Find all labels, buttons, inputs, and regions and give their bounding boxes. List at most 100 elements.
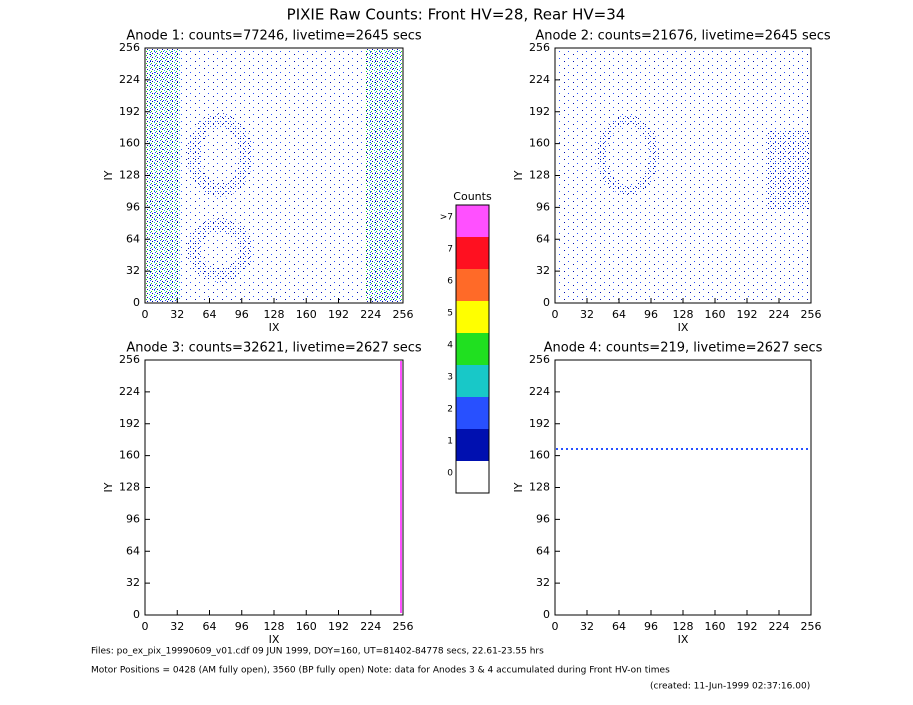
x-tick-label: 192: [737, 620, 758, 633]
plot-frame: [554, 359, 812, 616]
x-tick-label: 224: [360, 620, 381, 633]
colorbar-cell: [456, 397, 489, 429]
x-tick-label: 32: [170, 308, 184, 321]
x-tick-label: 192: [328, 308, 349, 321]
y-tick-label: 256: [119, 41, 140, 54]
y-tick-label: 0: [133, 608, 140, 621]
panel-texture: [146, 49, 810, 613]
y-axis-label: IY: [512, 482, 525, 492]
x-tick-label: 64: [203, 620, 217, 633]
colorbar-label: >7: [440, 213, 453, 223]
x-tick-label: 160: [296, 620, 317, 633]
footer-line: Files: po_ex_pix_19990609_v01.cdf 09 JUN…: [91, 647, 544, 657]
panel-title: Anode 1: counts=77246, livetime=2645 sec…: [126, 29, 422, 44]
x-axis-label: IX: [678, 633, 689, 646]
x-tick-label: 32: [580, 308, 594, 321]
y-tick-label: 0: [543, 608, 550, 621]
y-axis-label: IY: [102, 170, 115, 180]
y-tick-label: 96: [536, 200, 550, 213]
y-tick-label: 32: [126, 264, 140, 277]
colorbar-label: 4: [447, 341, 453, 351]
y-tick-label: 32: [536, 264, 550, 277]
y-tick-label: 256: [119, 353, 140, 366]
y-axis-label: IY: [512, 170, 525, 180]
x-tick-label: 32: [580, 620, 594, 633]
y-tick-label: 224: [529, 73, 550, 86]
y-tick-label: 192: [529, 105, 550, 118]
y-tick-label: 160: [119, 137, 140, 150]
x-tick-label: 64: [612, 308, 626, 321]
x-tick-label: 0: [552, 308, 559, 321]
y-tick-label: 256: [529, 41, 550, 54]
y-tick-label: 64: [126, 232, 140, 245]
x-tick-label: 64: [612, 620, 626, 633]
y-tick-label: 160: [119, 449, 140, 462]
y-tick-label: 224: [119, 73, 140, 86]
colorbar-label: 1: [447, 437, 453, 447]
colorbar-label: 3: [447, 373, 453, 383]
x-tick-label: 128: [673, 308, 694, 321]
y-tick-label: 128: [529, 169, 550, 182]
x-tick-label: 96: [235, 308, 249, 321]
x-tick-label: 96: [644, 620, 658, 633]
y-tick-label: 128: [119, 169, 140, 182]
y-tick-label: 64: [126, 544, 140, 557]
x-tick-label: 128: [264, 308, 285, 321]
x-tick-label: 0: [142, 620, 149, 633]
panel-title: Anode 2: counts=21676, livetime=2645 sec…: [535, 29, 831, 44]
x-tick-label: 256: [393, 620, 414, 633]
y-tick-label: 192: [119, 105, 140, 118]
colorbar-cell: [456, 333, 489, 365]
colorbar-cell: [456, 461, 489, 493]
colorbar-label: 5: [447, 309, 453, 319]
y-tick-label: 160: [529, 137, 550, 150]
panel-title: Anode 3: counts=32621, livetime=2627 sec…: [126, 341, 422, 356]
colorbar-label: 7: [447, 245, 453, 255]
x-tick-label: 160: [296, 308, 317, 321]
x-tick-label: 96: [235, 620, 249, 633]
y-tick-label: 0: [133, 296, 140, 309]
x-axis-label: IX: [678, 321, 689, 334]
y-tick-label: 224: [119, 385, 140, 398]
y-tick-label: 32: [126, 576, 140, 589]
x-tick-label: 160: [705, 308, 726, 321]
x-tick-label: 0: [552, 620, 559, 633]
x-tick-label: 64: [203, 308, 217, 321]
x-tick-label: 256: [393, 308, 414, 321]
y-tick-label: 32: [536, 576, 550, 589]
y-tick-label: 64: [536, 544, 550, 557]
footer-line: Motor Positions = 0428 (AM fully open), …: [91, 666, 670, 676]
x-tick-label: 0: [142, 308, 149, 321]
colorbar-cell: [456, 269, 489, 301]
y-tick-label: 256: [529, 353, 550, 366]
footer-line: (created: 11-Jun-1999 02:37:16.00): [650, 682, 810, 692]
x-tick-label: 32: [170, 620, 184, 633]
y-axis-label: IY: [102, 482, 115, 492]
x-tick-label: 192: [737, 308, 758, 321]
colorbar-cell: [456, 429, 489, 461]
colorbar-label: 2: [447, 405, 453, 415]
y-tick-label: 96: [126, 512, 140, 525]
colorbar-cell: [456, 205, 489, 237]
y-tick-label: 96: [536, 512, 550, 525]
x-tick-label: 224: [769, 620, 790, 633]
y-tick-label: 192: [529, 417, 550, 430]
y-tick-label: 128: [529, 481, 550, 494]
colorbar-cell: [456, 237, 489, 269]
y-tick-label: 96: [126, 200, 140, 213]
y-tick-label: 224: [529, 385, 550, 398]
y-tick-label: 192: [119, 417, 140, 430]
y-tick-label: 0: [543, 296, 550, 309]
colorbar-cell: [456, 301, 489, 333]
panel-title: Anode 4: counts=219, livetime=2627 secs: [544, 341, 823, 356]
y-tick-label: 64: [536, 232, 550, 245]
x-axis-label: IX: [269, 321, 280, 334]
colorbar-label: 6: [447, 277, 453, 287]
x-tick-label: 96: [644, 308, 658, 321]
main-title: PIXIE Raw Counts: Front HV=28, Rear HV=3…: [287, 6, 626, 24]
x-tick-label: 256: [801, 620, 822, 633]
x-tick-label: 160: [705, 620, 726, 633]
x-tick-label: 224: [360, 308, 381, 321]
x-tick-label: 256: [801, 308, 822, 321]
plot-frame: [144, 359, 404, 616]
